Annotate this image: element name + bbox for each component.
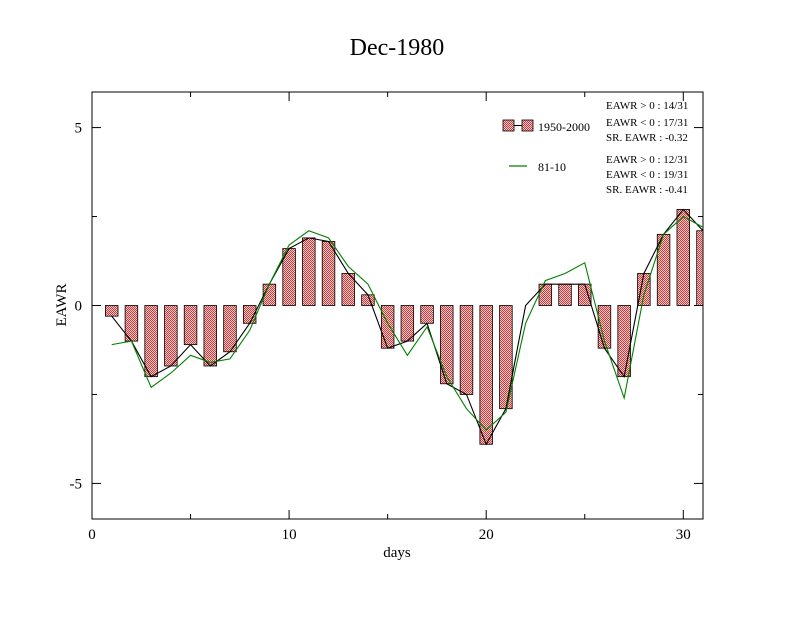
- bar: [321, 241, 336, 306]
- bar: [578, 283, 592, 306]
- x-tick-label: 20: [479, 527, 494, 543]
- stat-bar-negative: EAWR < 0 : 17/31: [606, 117, 688, 129]
- green-series-line: [111, 215, 704, 431]
- bar: [105, 305, 119, 317]
- chart-title: Dec-1980: [350, 35, 445, 61]
- line-series: [111, 208, 704, 446]
- bar: [183, 305, 198, 346]
- bar: [538, 283, 553, 306]
- bar: [637, 273, 651, 306]
- black-series-line: [111, 208, 704, 446]
- x-tick-label: 10: [282, 527, 297, 543]
- y-tick-label: 5: [75, 121, 83, 137]
- bar: [380, 305, 395, 349]
- bar: [696, 230, 704, 306]
- stat-bar-positive: EAWR > 0 : 14/31: [606, 100, 688, 112]
- x-tick-label: 0: [88, 527, 96, 543]
- bar: [400, 305, 415, 342]
- bar: [203, 305, 217, 367]
- stat-bar-sr: SR. EAWR : -0.32: [606, 132, 688, 144]
- bar: [144, 305, 158, 378]
- bar: [420, 305, 434, 324]
- bar: [459, 305, 474, 395]
- bar: [479, 305, 493, 445]
- stat-line-negative: EAWR < 0 : 19/31: [606, 169, 688, 181]
- legend-bar-swatch-right: [521, 119, 534, 132]
- bar: [558, 283, 572, 306]
- bar: [617, 305, 631, 378]
- stat-line-sr: SR. EAWR : -0.41: [606, 184, 688, 196]
- x-tick-label: 30: [676, 527, 691, 543]
- legend-line-label: 81-10: [538, 160, 566, 174]
- legend-bar-label: 1950-2000: [538, 120, 590, 134]
- bar: [164, 305, 178, 367]
- bar: [656, 233, 671, 306]
- bar: [676, 209, 690, 306]
- legend: 1950-2000 81-10: [502, 119, 590, 174]
- y-tick-label: 0: [75, 299, 83, 315]
- bar: [361, 294, 375, 306]
- stats-block: EAWR > 0 : 14/31 EAWR < 0 : 17/31 SR. EA…: [606, 100, 688, 196]
- y-tick-label: -5: [70, 476, 83, 492]
- axis-ticks: 0 10 20 30 -5 0 5: [70, 92, 703, 543]
- bar: [440, 305, 454, 385]
- bar-series: [105, 209, 704, 445]
- y-axis-label: EAWR: [54, 284, 70, 327]
- stat-line-positive: EAWR > 0 : 12/31: [606, 154, 688, 166]
- x-axis-label: days: [383, 545, 411, 561]
- legend-bar-swatch-left: [502, 119, 515, 132]
- bar: [302, 237, 316, 306]
